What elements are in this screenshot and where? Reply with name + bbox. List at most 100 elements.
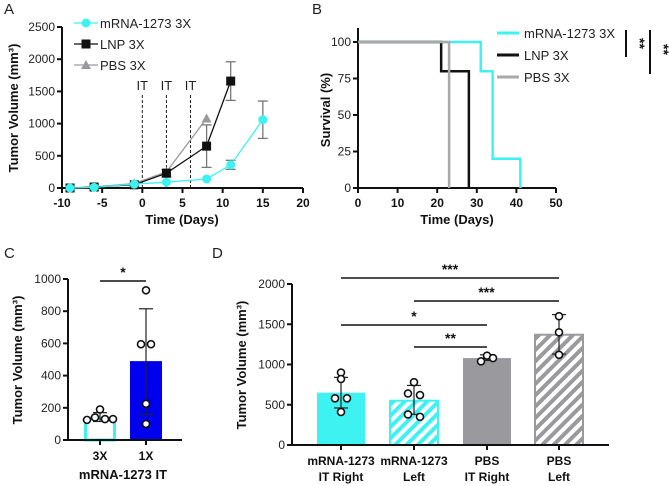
- significance-stars: **: [632, 38, 648, 49]
- x-tick-label: 10: [391, 196, 405, 210]
- panel-d-bar-chart: 0 500 1000 1500 2000 mRNA-1273 IT Right mRNA-12…: [234, 261, 609, 484]
- data-point: [554, 327, 564, 337]
- x-tick-label-line1: mRNA-1273: [307, 454, 375, 468]
- x-tick-label: 10: [216, 196, 230, 210]
- data-point: [161, 177, 171, 187]
- data-point: [202, 174, 212, 184]
- data-point: [409, 377, 419, 387]
- significance-stars: ***: [442, 261, 459, 277]
- y-tick-label: 1000: [34, 272, 61, 286]
- injection-label: IT: [137, 78, 149, 93]
- data-point: [330, 394, 340, 403]
- x-tick-label: 0: [355, 196, 362, 210]
- survival-curve-mrna-1273-3x: [358, 40, 522, 188]
- significance-stars: ***: [478, 284, 495, 300]
- y-tick-label: 1000: [258, 358, 285, 372]
- data-point: [201, 113, 212, 123]
- y-axis-title: Survival (%): [318, 73, 333, 147]
- x-axis-title: Time (Days): [420, 212, 493, 227]
- data-point: [202, 141, 212, 151]
- y-tick-label: 0: [344, 181, 351, 195]
- panel-label-b: B: [312, 1, 322, 18]
- x-tick-label-line1: PBS: [547, 454, 572, 468]
- legend-label: LNP 3X: [100, 37, 145, 52]
- legend-label: PBS 3X: [100, 58, 146, 73]
- series-mrna-1273-3x: [65, 100, 268, 193]
- x-tick-label: -5: [97, 196, 108, 210]
- y-tick-label: 0: [54, 433, 61, 447]
- x-tick-label: 15: [256, 196, 270, 210]
- x-tick-label-line1: mRNA-1273: [380, 454, 448, 468]
- significance-stars: **: [656, 44, 669, 55]
- y-tick-label: 800: [41, 304, 61, 318]
- data-point: [415, 412, 425, 422]
- injection-label: IT: [161, 78, 173, 93]
- data-point: [161, 168, 171, 178]
- y-tick-label: 2000: [28, 52, 55, 66]
- x-tick-label: 0: [139, 196, 146, 210]
- legend-marker-triangle: [81, 60, 91, 69]
- data-point: [336, 407, 346, 417]
- data-point: [95, 405, 105, 414]
- panel-label-d: D: [212, 245, 223, 262]
- y-tick-label: 50: [338, 108, 352, 122]
- y-tick-label: 75: [338, 72, 352, 86]
- x-tick-label-line2: IT Right: [319, 470, 364, 484]
- y-tick-label: 1500: [28, 84, 55, 98]
- data-point: [554, 350, 564, 360]
- y-tick-label: 400: [41, 369, 61, 383]
- x-axis-title: Time (Days): [145, 212, 218, 227]
- panel-label-a: A: [4, 1, 14, 18]
- x-tick-label: -10: [53, 196, 71, 210]
- data-point: [342, 394, 352, 403]
- survival-curve-lnp-3x: [358, 40, 471, 188]
- series-line: [70, 118, 208, 189]
- bar-2: [463, 358, 511, 445]
- data-point: [403, 410, 413, 419]
- data-point: [336, 374, 346, 384]
- x-tick-label: 20: [431, 196, 445, 210]
- y-axis-title: Tumor Volume (mm³): [10, 296, 25, 425]
- legend-label: LNP 3X: [524, 48, 569, 63]
- data-point: [108, 414, 118, 424]
- legend-marker-square: [81, 39, 91, 49]
- x-tick-label: 30: [470, 196, 484, 210]
- legend-label: PBS 3X: [524, 70, 570, 85]
- data-point: [258, 115, 268, 125]
- y-tick-label: 200: [41, 401, 61, 415]
- data-point: [476, 356, 486, 366]
- series-lnp-3x: [65, 61, 236, 193]
- significance-stars: *: [411, 308, 417, 324]
- data-point: [141, 285, 151, 295]
- x-tick-label-line1: PBS: [475, 454, 500, 468]
- panel-b-survival-chart: 0 25 50 75 100 0 10 20 30 40 50 Time (Days) Survival…: [318, 26, 669, 227]
- legend-label: mRNA-1273 3X: [524, 26, 615, 41]
- x-tick-label: 20: [296, 196, 310, 210]
- x-tick-label: 40: [510, 196, 524, 210]
- data-point: [226, 160, 236, 170]
- significance-stars: **: [445, 330, 456, 346]
- y-axis-title: Tumor Volume (mm³): [234, 301, 249, 430]
- y-tick-label: 0: [48, 181, 55, 195]
- data-point: [89, 182, 99, 192]
- data-point: [226, 76, 236, 86]
- data-point: [403, 389, 413, 398]
- x-tick-label: 5: [179, 196, 186, 210]
- injection-label: IT: [185, 78, 197, 93]
- y-tick-label: 600: [41, 336, 61, 350]
- y-tick-label: 2000: [258, 277, 285, 291]
- x-tick-label: 1X: [139, 449, 154, 463]
- panel-a-tumor-growth-chart: 0 500 1000 1500 2000 2500 -10 -5 0 5 10 15 20 Time (D…: [6, 16, 310, 227]
- data-point: [415, 390, 425, 400]
- x-tick-label-line2: IT Right: [465, 470, 510, 484]
- x-tick-label-line2: Left: [403, 470, 425, 484]
- y-tick-label: 25: [338, 145, 352, 159]
- y-tick-label: 500: [35, 149, 55, 163]
- y-tick-label: 0: [278, 438, 285, 452]
- panel-label-c: C: [4, 245, 15, 262]
- panel-c-bar-chart: 0 200 400 600 800 1000 3X 1X mRNA-1273 IT Tumor V…: [10, 264, 182, 482]
- significance-stars: *: [120, 264, 126, 280]
- data-point: [82, 415, 92, 425]
- y-tick-label: 1000: [28, 117, 55, 131]
- data-point: [90, 413, 100, 422]
